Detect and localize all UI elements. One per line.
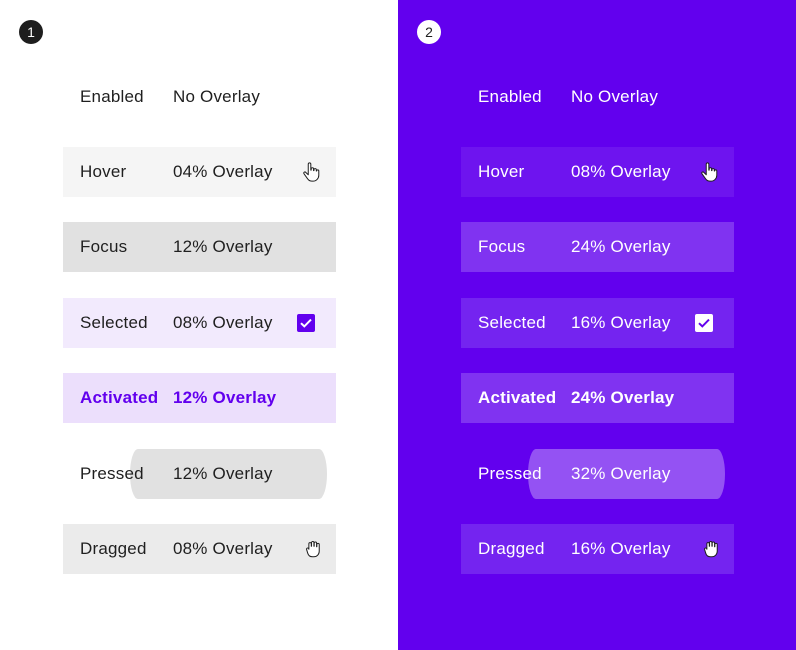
- state-label: Hover: [80, 162, 127, 181]
- state-row-dragged[interactable]: Dragged 16% Overlay: [461, 524, 734, 574]
- grab-hand-icon: [704, 540, 718, 558]
- state-label: Enabled: [478, 87, 542, 106]
- light-theme-panel: 1 Enabled No Overlay Hover 04% Overlay F…: [19, 20, 336, 574]
- checkmark-icon: [698, 318, 710, 328]
- state-label: Selected: [478, 313, 546, 332]
- state-label: Dragged: [478, 539, 545, 558]
- state-row-focus[interactable]: Focus 24% Overlay: [461, 222, 734, 272]
- state-label: Dragged: [80, 539, 147, 558]
- state-row-hover[interactable]: Hover 04% Overlay: [63, 147, 336, 197]
- state-row-activated[interactable]: Activated 24% Overlay: [461, 373, 734, 423]
- overlay-label: 12% Overlay: [173, 388, 277, 407]
- state-row-selected[interactable]: Selected 16% Overlay: [461, 298, 734, 348]
- state-row-dragged[interactable]: Dragged 08% Overlay: [63, 524, 336, 574]
- overlay-label: 04% Overlay: [173, 162, 273, 181]
- overlay-label: 08% Overlay: [173, 313, 273, 332]
- state-label: Enabled: [80, 87, 144, 106]
- state-label: Pressed: [478, 464, 542, 483]
- state-row-pressed[interactable]: Pressed 32% Overlay: [461, 449, 734, 499]
- pointer-hand-icon: [303, 162, 320, 182]
- overlay-label: No Overlay: [173, 87, 261, 106]
- press-ripple: [528, 449, 725, 499]
- state-row-hover[interactable]: Hover 08% Overlay: [461, 147, 734, 197]
- overlay-label: No Overlay: [571, 87, 659, 106]
- press-ripple: [130, 449, 327, 499]
- state-row-selected[interactable]: Selected 08% Overlay: [63, 298, 336, 348]
- overlay-label: 08% Overlay: [571, 162, 671, 181]
- state-label: Activated: [80, 388, 159, 407]
- state-label: Activated: [478, 388, 557, 407]
- overlay-label: 24% Overlay: [571, 388, 675, 407]
- pointer-hand-icon: [701, 162, 718, 182]
- checkbox-checked-icon[interactable]: [297, 314, 315, 332]
- checkmark-icon: [300, 318, 312, 328]
- state-row-enabled[interactable]: Enabled No Overlay: [63, 72, 336, 122]
- overlay-label: 12% Overlay: [173, 237, 273, 256]
- state-label: Pressed: [80, 464, 144, 483]
- state-label: Selected: [80, 313, 148, 332]
- overlay-label: 16% Overlay: [571, 313, 671, 332]
- overlay-label: 16% Overlay: [571, 539, 671, 558]
- checkbox-checked-icon[interactable]: [695, 314, 713, 332]
- state-row-enabled[interactable]: Enabled No Overlay: [461, 72, 734, 122]
- step-badge: 1: [19, 20, 43, 44]
- state-row-focus[interactable]: Focus 12% Overlay: [63, 222, 336, 272]
- step-badge: 2: [417, 20, 441, 44]
- overlay-label: 08% Overlay: [173, 539, 273, 558]
- state-label: Focus: [478, 237, 526, 256]
- state-row-activated[interactable]: Activated 12% Overlay: [63, 373, 336, 423]
- state-row-pressed[interactable]: Pressed 12% Overlay: [63, 449, 336, 499]
- grab-hand-icon: [306, 540, 320, 558]
- overlay-label: 24% Overlay: [571, 237, 671, 256]
- state-label: Focus: [80, 237, 128, 256]
- dark-theme-panel: 2 Enabled No Overlay Hover 08% Overlay F…: [398, 0, 796, 650]
- overlay-label: 32% Overlay: [571, 464, 671, 483]
- overlay-label: 12% Overlay: [173, 464, 273, 483]
- state-label: Hover: [478, 162, 525, 181]
